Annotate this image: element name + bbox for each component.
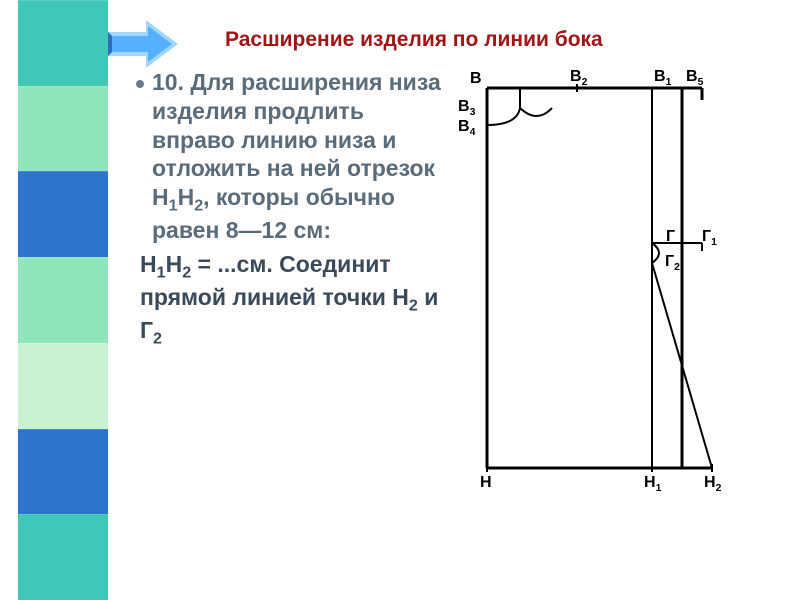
deco-strip-segment [18, 514, 108, 600]
bullet-icon [136, 80, 144, 88]
bullet-text: 10. Для расширения низа изделия продлить… [152, 68, 446, 244]
diagram-label-h: Н [480, 474, 492, 492]
diagram-label-g: Г [666, 228, 675, 246]
diagram-label-b1: В1 [654, 68, 671, 88]
diagram-label-h2: Н2 [704, 474, 721, 494]
plain-text: Н1Н2 = ...см. Соединит прямой линией точ… [140, 250, 446, 348]
diagram-label-b: В [470, 70, 482, 88]
slide-title: Расширение изделия по линии бока [225, 28, 780, 52]
deco-strip-segment [18, 429, 108, 515]
deco-strip [18, 0, 108, 600]
diagram-label-b4: В4 [458, 118, 475, 138]
diagram-label-g2: Г2 [665, 253, 680, 273]
deco-strip-segment [18, 343, 108, 429]
deco-strip-segment [18, 0, 108, 86]
diagram-label-b2: В2 [570, 68, 587, 88]
diagram-label-h1: Н1 [644, 474, 661, 494]
diagram-label-g1: Г1 [702, 228, 717, 248]
deco-strip-segment [18, 171, 108, 257]
deco-strip-segment [18, 86, 108, 172]
diagram-label-b5: В5 [686, 68, 703, 88]
pattern-diagram: ВВ2В1В5В3В4ГГ1Г2НН1Н2 [452, 68, 772, 349]
diagram-label-b3: В3 [458, 98, 475, 118]
deco-strip-segment [18, 257, 108, 343]
text-column: 10. Для расширения низа изделия продлить… [130, 68, 446, 349]
